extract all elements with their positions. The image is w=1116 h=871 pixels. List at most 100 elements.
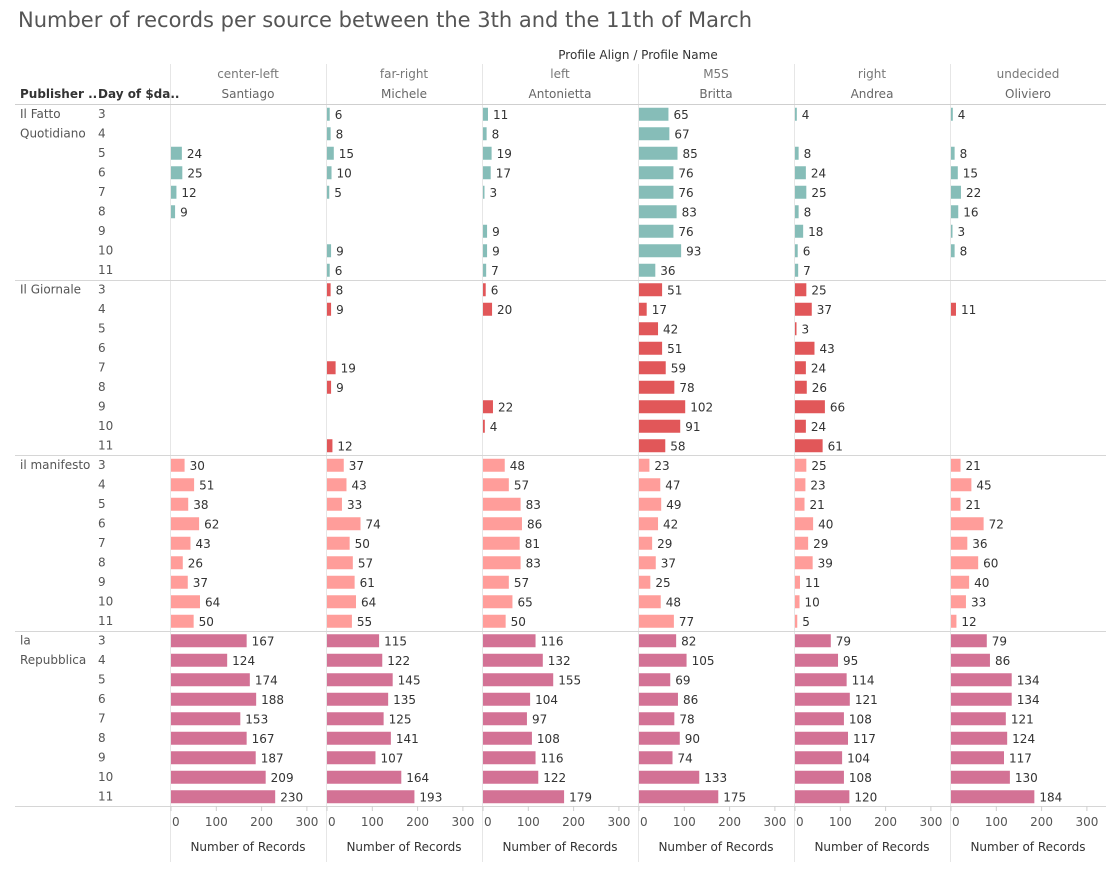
bar-value-label: 115 (384, 634, 407, 648)
bar-value-label: 43 (195, 537, 210, 551)
bar-value-label: 40 (974, 576, 989, 590)
bar-value-label: 116 (541, 634, 564, 648)
bar-value-label: 8 (960, 147, 968, 161)
bar-value-label: 167 (252, 634, 275, 648)
bar (171, 653, 228, 667)
bar-value-label: 85 (683, 147, 698, 161)
bar (483, 244, 488, 258)
bar (795, 595, 800, 609)
bar-value-label: 3 (802, 322, 810, 336)
bar (639, 478, 661, 492)
bar (327, 263, 330, 277)
bar-value-label: 25 (187, 166, 202, 180)
bar (639, 146, 678, 160)
bar-value-label: 51 (199, 478, 214, 492)
bar-value-label: 36 (660, 264, 675, 278)
bar-value-label: 62 (204, 517, 219, 531)
bar (483, 146, 492, 160)
bar (171, 478, 195, 492)
bar (795, 712, 844, 726)
x-tick-label: 200 (250, 815, 273, 829)
bar (327, 653, 383, 667)
bar (483, 634, 536, 648)
x-tick-label: 200 (1030, 815, 1053, 829)
x-tick-label: 0 (952, 815, 960, 829)
bar-value-label: 61 (360, 576, 375, 590)
bar-value-label: 11 (961, 303, 976, 317)
bar-value-label: 15 (339, 147, 354, 161)
bar (327, 185, 330, 199)
bar-value-label: 114 (852, 673, 875, 687)
bar-value-label: 37 (817, 303, 832, 317)
bar (951, 224, 953, 238)
bar-value-label: 74 (678, 751, 693, 765)
bar (639, 439, 666, 453)
bar (483, 400, 493, 414)
bar-value-label: 174 (255, 673, 278, 687)
bar-value-label: 155 (558, 673, 581, 687)
bar (327, 614, 352, 628)
row-header-publisher: Publisher .. (20, 87, 97, 101)
bar-value-label: 77 (679, 615, 694, 629)
bar (327, 517, 361, 531)
x-tick-label: 200 (874, 815, 897, 829)
day-label: 3 (98, 107, 106, 121)
bar-value-label: 38 (193, 498, 208, 512)
bar (639, 536, 653, 550)
bar (327, 731, 391, 745)
bar (795, 536, 809, 550)
day-label: 4 (98, 478, 106, 492)
bar (795, 244, 798, 258)
column-align-label: right (858, 67, 886, 81)
bar (171, 770, 266, 784)
bar (795, 478, 806, 492)
day-label: 4 (98, 302, 106, 316)
bar (795, 751, 843, 765)
day-label: 4 (98, 653, 106, 667)
bar (171, 673, 250, 687)
bar-value-label: 18 (808, 225, 823, 239)
column-name-label: Santiago (222, 87, 275, 101)
bar-value-label: 25 (811, 283, 826, 297)
bar-value-label: 51 (667, 342, 682, 356)
bar (795, 341, 815, 355)
day-label: 7 (98, 361, 106, 375)
bar-value-label: 86 (527, 517, 542, 531)
bar-value-label: 43 (819, 342, 834, 356)
day-label: 5 (98, 497, 106, 511)
bar (639, 283, 663, 297)
bar-value-label: 76 (678, 186, 693, 200)
bar (639, 556, 656, 570)
bar-value-label: 104 (847, 751, 870, 765)
bar (327, 478, 347, 492)
bar-value-label: 133 (704, 771, 727, 785)
column-align-label: center-left (217, 67, 279, 81)
bar (483, 575, 509, 589)
day-label: 8 (98, 380, 106, 394)
bar-value-label: 86 (995, 654, 1010, 668)
bar (171, 556, 183, 570)
bar-value-label: 72 (989, 517, 1004, 531)
bar (951, 790, 1035, 804)
bar-value-label: 24 (811, 420, 826, 434)
bar-value-label: 69 (675, 673, 690, 687)
day-label: 7 (98, 712, 106, 726)
bar-value-label: 19 (341, 361, 356, 375)
day-label: 11 (98, 439, 113, 453)
bar (171, 595, 200, 609)
day-label: 6 (98, 341, 106, 355)
day-label: 10 (98, 770, 113, 784)
day-label: 5 (98, 146, 106, 160)
bar (795, 107, 797, 121)
bar-value-label: 83 (526, 556, 541, 570)
bar-value-label: 45 (976, 478, 991, 492)
bar (483, 185, 485, 199)
bar (483, 263, 487, 277)
bar (327, 536, 350, 550)
bar-value-label: 116 (541, 751, 564, 765)
bar (639, 419, 681, 433)
day-label: 7 (98, 185, 106, 199)
x-tick-label: 0 (640, 815, 648, 829)
bar (639, 341, 663, 355)
publisher-label: Il Giornale (20, 283, 81, 297)
